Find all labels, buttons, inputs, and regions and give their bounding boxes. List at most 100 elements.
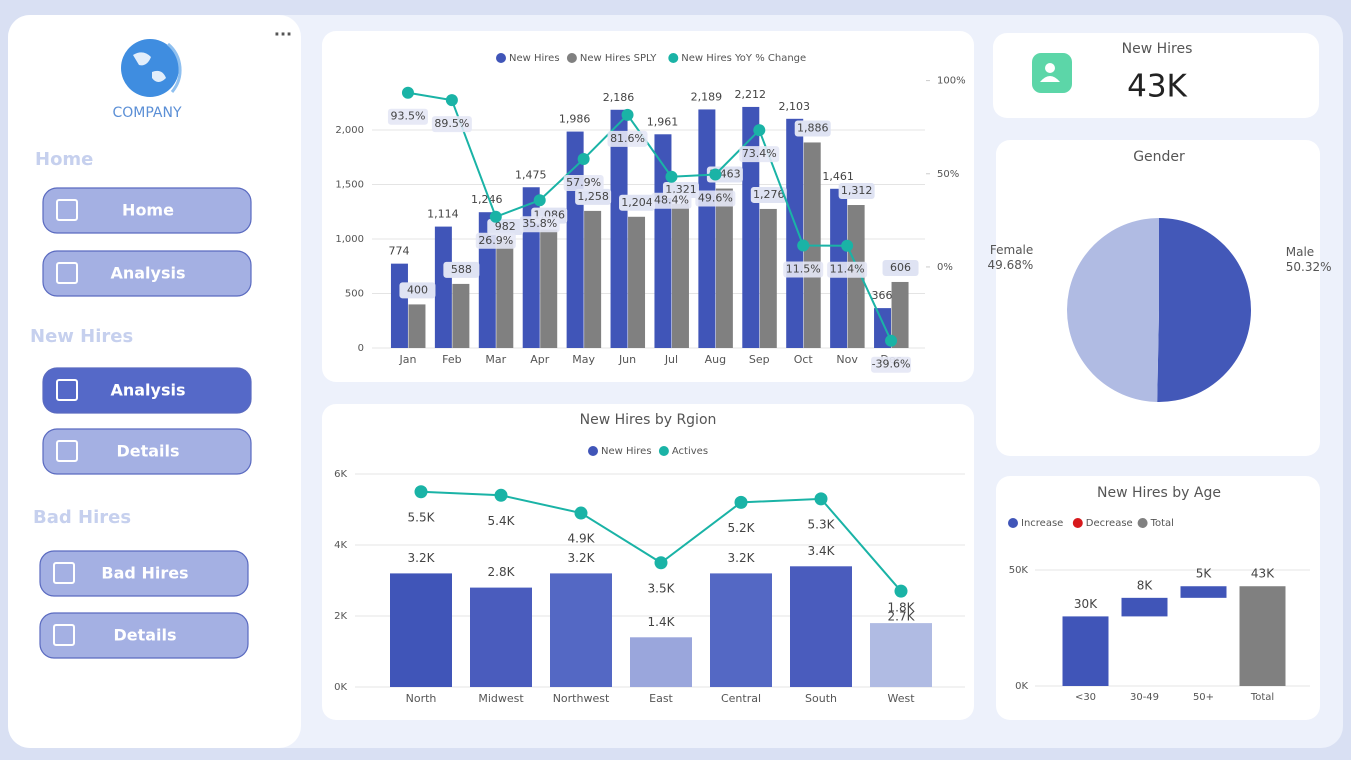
legend-marker bbox=[588, 446, 598, 456]
data-label: 1,961 bbox=[647, 115, 679, 128]
x-tick-label: Northwest bbox=[553, 692, 610, 705]
data-label: 1,204 bbox=[621, 196, 653, 209]
pie-label: Male bbox=[1286, 245, 1314, 259]
nav-button[interactable] bbox=[39, 550, 249, 597]
bar bbox=[698, 109, 716, 348]
data-label: 26.9% bbox=[478, 234, 513, 247]
y2-tick-label: 50% bbox=[937, 169, 959, 180]
x-tick-label: Nov bbox=[836, 353, 858, 366]
data-label-box bbox=[519, 216, 560, 233]
data-label: -39.6% bbox=[872, 358, 911, 371]
data-label: 3.2K bbox=[408, 551, 436, 565]
legend-label: Total bbox=[1150, 518, 1174, 529]
nav-button[interactable] bbox=[42, 428, 252, 475]
bar bbox=[550, 573, 612, 687]
legend-marker bbox=[1137, 518, 1148, 528]
line-point bbox=[814, 492, 828, 506]
data-label: 982 bbox=[495, 220, 516, 233]
legend-marker bbox=[1072, 518, 1083, 528]
line-point bbox=[494, 488, 508, 502]
line-point bbox=[574, 506, 588, 520]
line-point bbox=[894, 584, 908, 598]
nav-icon bbox=[53, 562, 75, 584]
data-label: 1,312 bbox=[841, 184, 873, 197]
data-label: 89.5% bbox=[434, 117, 469, 130]
nav-button[interactable] bbox=[39, 612, 249, 659]
kpi-label: New Hires bbox=[1122, 41, 1193, 57]
logo-land bbox=[133, 52, 166, 82]
data-label: 5.2K bbox=[728, 521, 756, 535]
x-tick-label: Total bbox=[1250, 692, 1274, 703]
x-tick-label: Apr bbox=[530, 353, 550, 366]
x-tick-label: Jul bbox=[664, 353, 678, 366]
bar bbox=[496, 240, 514, 348]
nav-button[interactable] bbox=[42, 187, 252, 234]
kpi-icon bbox=[1032, 53, 1072, 93]
bar bbox=[630, 637, 692, 687]
section-title: Bad Hires bbox=[33, 507, 131, 528]
legend-label: New Hires SPLY bbox=[580, 53, 657, 64]
y-tick-label: 0K bbox=[334, 682, 347, 693]
kpi-icon-head bbox=[1045, 63, 1055, 73]
line-point bbox=[885, 334, 898, 347]
pie-value-label: 49.68% bbox=[988, 258, 1034, 272]
bar bbox=[628, 216, 646, 348]
bar bbox=[715, 188, 733, 348]
data-label: 1.8K bbox=[888, 601, 916, 615]
nav-button[interactable] bbox=[42, 250, 252, 297]
legend-label: New Hires bbox=[509, 53, 560, 64]
data-label: 30K bbox=[1074, 597, 1098, 611]
x-tick-label: East bbox=[649, 692, 673, 705]
data-label: 57.9% bbox=[566, 176, 601, 189]
line-point bbox=[621, 108, 634, 121]
line-point bbox=[709, 168, 722, 181]
bar bbox=[408, 304, 426, 348]
data-label-box bbox=[475, 232, 516, 249]
x-tick-label: Aug bbox=[705, 353, 726, 366]
bar bbox=[540, 229, 558, 348]
x-tick-label: 50+ bbox=[1193, 692, 1214, 703]
data-label-box bbox=[443, 261, 480, 278]
data-label: 3.5K bbox=[648, 581, 676, 595]
line-point bbox=[654, 556, 668, 570]
x-tick-label: North bbox=[406, 692, 437, 705]
legend-label: New Hires bbox=[601, 446, 652, 457]
bar bbox=[1121, 597, 1168, 617]
nav-icon bbox=[56, 440, 78, 462]
data-label: 48.4% bbox=[654, 194, 689, 207]
bar bbox=[1239, 586, 1286, 686]
kpi-value: 43K bbox=[1127, 69, 1187, 105]
data-label: 49.6% bbox=[698, 192, 733, 205]
bar bbox=[790, 566, 852, 687]
line-point bbox=[797, 239, 810, 252]
nav-button[interactable] bbox=[42, 367, 252, 414]
bar bbox=[390, 263, 408, 348]
data-label: 93.5% bbox=[390, 110, 425, 123]
data-label-box bbox=[607, 130, 648, 147]
legend-label: Decrease bbox=[1086, 518, 1133, 529]
data-label: 5.3K bbox=[808, 517, 836, 531]
data-label: 43K bbox=[1251, 567, 1275, 581]
line-point bbox=[753, 124, 766, 137]
x-tick-label: West bbox=[887, 692, 915, 705]
x-tick-label: South bbox=[805, 692, 837, 705]
data-label-box bbox=[487, 218, 524, 235]
nav-icon bbox=[56, 199, 78, 221]
data-label-box bbox=[882, 259, 919, 276]
data-label: 2.8K bbox=[488, 565, 516, 579]
bar bbox=[470, 587, 532, 687]
data-label: 2,212 bbox=[735, 88, 767, 101]
line-point bbox=[734, 495, 748, 509]
data-label-box bbox=[783, 261, 824, 278]
line-point bbox=[489, 210, 502, 223]
bar bbox=[671, 204, 689, 348]
pie-slice bbox=[1157, 218, 1251, 402]
data-label: 5.5K bbox=[408, 510, 436, 524]
data-label: 588 bbox=[451, 263, 472, 276]
logo-ring bbox=[167, 42, 182, 93]
data-label-box bbox=[399, 282, 436, 299]
bar bbox=[786, 118, 804, 348]
bar bbox=[610, 109, 628, 349]
pie-slice bbox=[1066, 218, 1159, 402]
data-label-box bbox=[575, 188, 612, 205]
